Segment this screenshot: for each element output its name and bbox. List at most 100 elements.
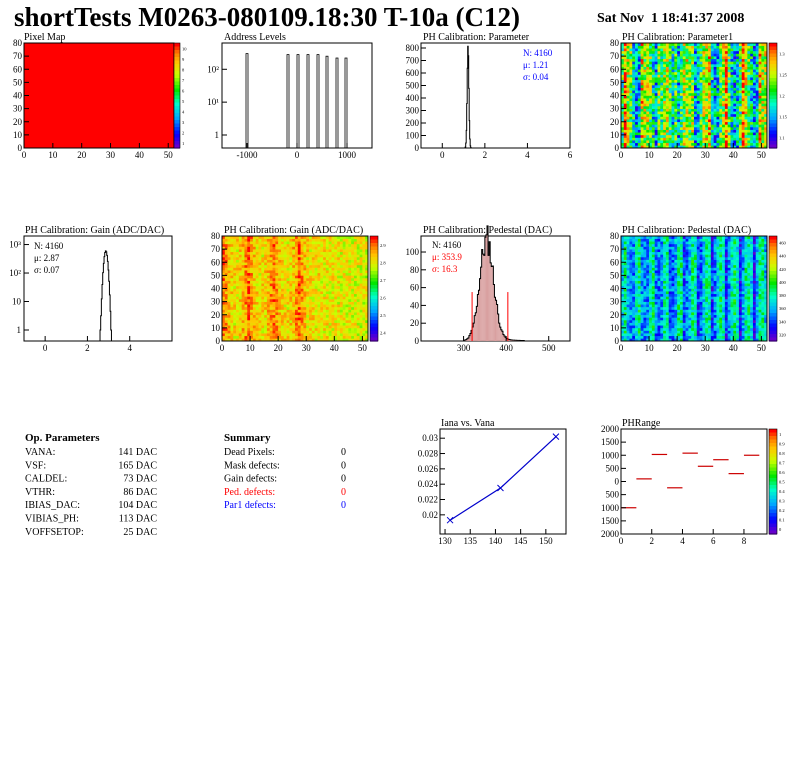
- heatmap-cell: [325, 285, 329, 289]
- heatmap-cell: [635, 304, 639, 308]
- heatmap-cell: [674, 119, 678, 123]
- heatmap-cell: [629, 119, 633, 123]
- heatmap-cell: [278, 317, 282, 321]
- heatmap-cell: [685, 137, 689, 141]
- heatmap-cell: [359, 320, 363, 323]
- heatmap-cell: [353, 338, 358, 342]
- heatmap-cell: [716, 142, 720, 146]
- heatmap-cell: [297, 325, 301, 329]
- heatmap-cell: [710, 137, 714, 141]
- heatmap-cell: [671, 43, 675, 46]
- heatmap-cell: [325, 246, 329, 250]
- heatmap-cell: [733, 103, 737, 107]
- heatmap-cell: [278, 291, 282, 295]
- heatmap-cell: [269, 251, 273, 255]
- heatmap-cell: [643, 288, 647, 292]
- heatmap-cell: [646, 111, 650, 115]
- heatmap-cell: [649, 90, 653, 94]
- heatmap-cell: [649, 69, 653, 73]
- heatmap-cell: [621, 69, 625, 73]
- heatmap-cell: [362, 333, 366, 337]
- heatmap-cell: [337, 241, 341, 245]
- heatmap-cell: [668, 71, 672, 75]
- heatmap-cell: [646, 262, 650, 266]
- heatmap-cell: [306, 285, 310, 289]
- heatmap-cell: [640, 58, 644, 62]
- heatmap-cell: [643, 246, 647, 250]
- heatmap-cell: [278, 312, 282, 316]
- heatmap-cell: [351, 267, 355, 271]
- heatmap-cell: [640, 103, 644, 107]
- palette-cell: [370, 327, 378, 332]
- heatmap-cell: [635, 283, 639, 287]
- heatmap-cell: [261, 236, 265, 239]
- heatmap-cell: [671, 71, 675, 75]
- heatmap-cell: [342, 338, 346, 342]
- heatmap-cell: [752, 134, 757, 138]
- heatmap-cell: [331, 325, 335, 329]
- palette-cell: [769, 53, 777, 58]
- heatmap-cell: [626, 309, 630, 313]
- heatmap-cell: [632, 251, 636, 255]
- heatmap-cell: [733, 74, 737, 78]
- heatmap-cell: [657, 121, 661, 125]
- heatmap-cell: [224, 330, 228, 334]
- heatmap-cell: [621, 106, 625, 109]
- heatmap-cell: [264, 320, 268, 323]
- heatmap-cell: [758, 111, 762, 115]
- heatmap-cell: [238, 280, 242, 284]
- heatmap-cell: [708, 71, 712, 75]
- heatmap-cell: [665, 66, 670, 70]
- heatmap-cell: [314, 293, 318, 297]
- heatmap-cell: [651, 103, 655, 107]
- heatmap-cell: [643, 56, 647, 60]
- heatmap-cell: [705, 74, 709, 78]
- heatmap-cell: [295, 333, 299, 337]
- heatmap-cell: [348, 325, 352, 329]
- heatmap-cell: [738, 119, 743, 123]
- heatmap-cell: [716, 53, 720, 57]
- heatmap-cell: [320, 338, 324, 342]
- heatmap-cell: [233, 285, 237, 289]
- heatmap-cell: [365, 299, 369, 302]
- heatmap-cell: [297, 272, 301, 276]
- heatmap-cell: [632, 119, 636, 123]
- heatmap-cell: [317, 246, 321, 250]
- heatmap-cell: [306, 251, 310, 255]
- heatmap-cell: [736, 95, 740, 99]
- heatmap-cell: [632, 129, 636, 133]
- heatmap-cell: [629, 299, 633, 302]
- heatmap-cell: [621, 246, 625, 250]
- heatmap-cell: [649, 333, 653, 337]
- heatmap-cell: [671, 45, 675, 49]
- heatmap-cell: [649, 113, 653, 117]
- heatmap-cell: [637, 66, 641, 70]
- heatmap-cell: [365, 267, 369, 271]
- heatmap-cell: [334, 317, 338, 321]
- heatmap-cell: [747, 82, 751, 86]
- heatmap-cell: [629, 306, 633, 310]
- heatmap-cell: [705, 64, 709, 67]
- heatmap-cell: [744, 64, 748, 67]
- heatmap-cell: [317, 306, 321, 310]
- heatmap-cell: [233, 267, 237, 271]
- heatmap-cell: [297, 264, 301, 268]
- heatmap-cell: [233, 306, 237, 310]
- heatmap-cell: [708, 85, 712, 88]
- heatmap-cell: [247, 312, 251, 316]
- heatmap-cell: [679, 124, 684, 128]
- heatmap-cell: [356, 309, 360, 313]
- heatmap-cell: [342, 306, 346, 310]
- heatmap-cell: [623, 301, 627, 305]
- heatmap-cell: [317, 257, 321, 260]
- heatmap-cell: [626, 127, 630, 130]
- heatmap-cell: [222, 306, 226, 310]
- heatmap-cell: [222, 272, 226, 276]
- heatmap-cell: [724, 92, 728, 96]
- heatmap-cell: [314, 291, 318, 295]
- heatmap-cell: [222, 299, 226, 302]
- heatmap-cell: [337, 317, 341, 321]
- heatmap-cell: [334, 280, 338, 284]
- heatmap-cell: [264, 278, 268, 281]
- heatmap-cell: [623, 322, 627, 326]
